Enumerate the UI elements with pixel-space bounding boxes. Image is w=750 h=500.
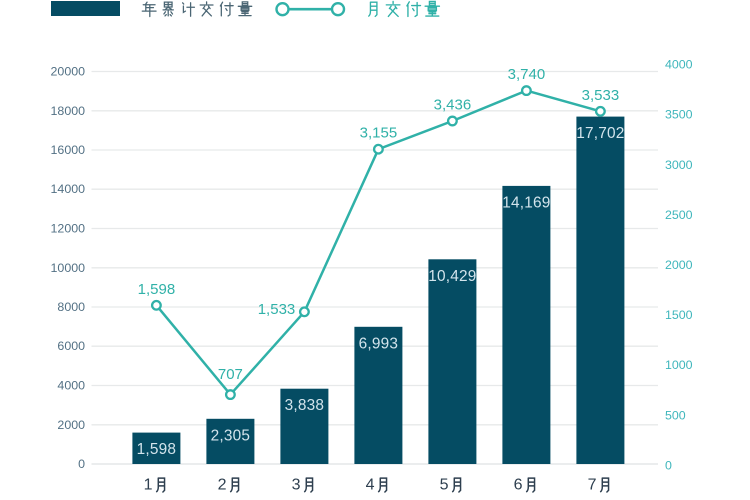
svg-text:20000: 20000: [51, 65, 86, 79]
svg-text:2500: 2500: [665, 208, 693, 222]
svg-text:14,169: 14,169: [502, 194, 550, 211]
svg-text:6000: 6000: [57, 339, 85, 353]
svg-text:16000: 16000: [51, 143, 86, 157]
svg-text:14000: 14000: [51, 182, 86, 196]
svg-text:1000: 1000: [665, 358, 693, 372]
svg-text:3000: 3000: [665, 158, 693, 172]
svg-text:1,598: 1,598: [137, 441, 177, 458]
svg-text:3,533: 3,533: [582, 87, 620, 104]
svg-text:18000: 18000: [51, 104, 86, 118]
svg-text:3,740: 3,740: [508, 66, 546, 83]
svg-text:500: 500: [665, 408, 686, 422]
svg-text:2: 2: [218, 477, 227, 494]
svg-text:3,155: 3,155: [360, 125, 398, 142]
svg-text:7: 7: [588, 477, 597, 494]
svg-text:6: 6: [514, 477, 523, 494]
svg-text:5: 5: [440, 477, 449, 494]
svg-text:12000: 12000: [51, 222, 86, 236]
svg-text:3,436: 3,436: [434, 97, 472, 114]
svg-text:1,598: 1,598: [138, 281, 176, 298]
svg-text:8000: 8000: [57, 300, 85, 314]
svg-text:1,533: 1,533: [258, 301, 296, 318]
svg-text:1: 1: [144, 477, 153, 494]
svg-text:2000: 2000: [665, 258, 693, 272]
svg-text:3: 3: [292, 477, 301, 494]
svg-text:3,838: 3,838: [285, 397, 325, 414]
svg-text:4000: 4000: [57, 379, 85, 393]
svg-text:1500: 1500: [665, 308, 693, 322]
svg-text:10,429: 10,429: [428, 268, 476, 285]
svg-text:4: 4: [366, 477, 375, 494]
svg-text:707: 707: [218, 366, 243, 383]
svg-text:2000: 2000: [57, 418, 85, 432]
svg-text:3500: 3500: [665, 108, 693, 122]
svg-text:0: 0: [78, 457, 85, 471]
svg-text:0: 0: [665, 459, 672, 473]
svg-text:17,702: 17,702: [576, 125, 624, 142]
svg-text:10000: 10000: [51, 261, 86, 275]
svg-text:2,305: 2,305: [211, 427, 251, 444]
svg-text:6,993: 6,993: [359, 335, 399, 352]
svg-text:4000: 4000: [665, 58, 693, 72]
